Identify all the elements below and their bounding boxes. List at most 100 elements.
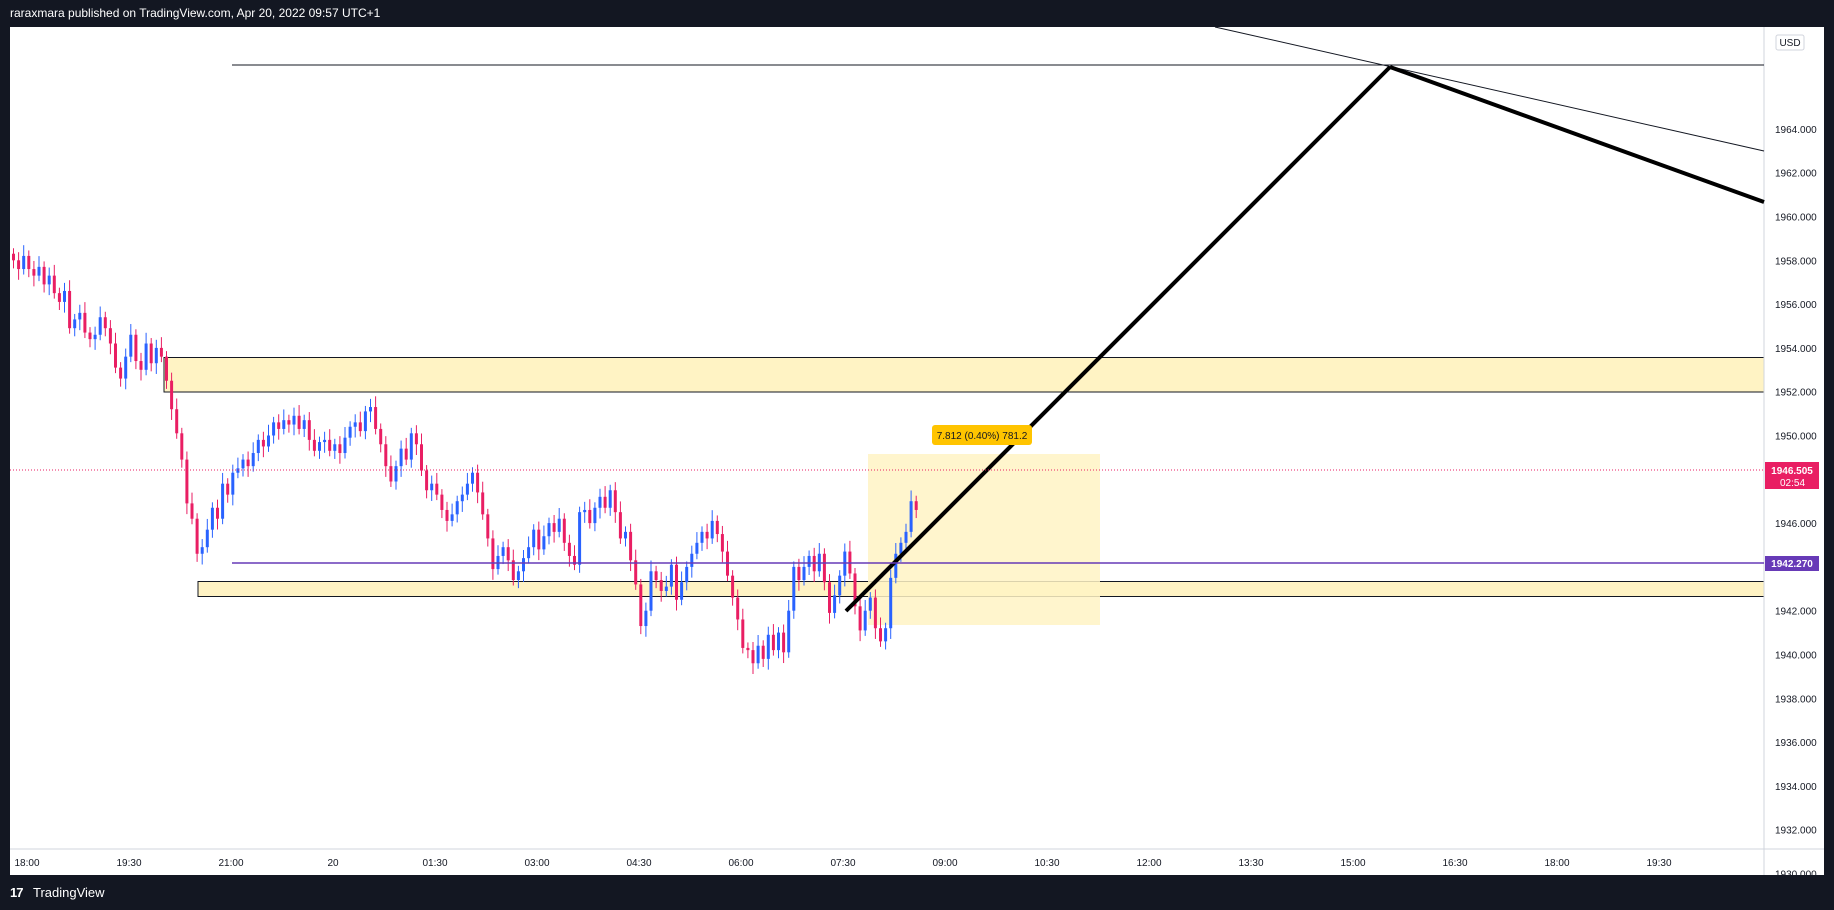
candle-body [761, 645, 765, 659]
candle [700, 526, 704, 551]
candle [297, 405, 301, 435]
candle-body [267, 435, 270, 447]
candle [348, 421, 352, 446]
candle [175, 398, 179, 439]
candle [200, 539, 204, 565]
x-tick-label: 19:30 [1646, 858, 1671, 869]
candle-body [787, 610, 791, 653]
candle-body [353, 422, 357, 427]
candle-body [873, 597, 877, 629]
candle-body [32, 269, 36, 276]
candle-body [343, 437, 347, 454]
candle [471, 467, 474, 492]
candle-body [384, 444, 388, 467]
candle [272, 416, 276, 444]
candle [450, 503, 454, 527]
candle [93, 326, 97, 350]
candle-body [522, 558, 525, 572]
candle-body [394, 466, 398, 482]
candle-body [868, 597, 872, 611]
candle [343, 426, 347, 459]
candle [389, 455, 393, 487]
candle [710, 510, 714, 544]
y-tick-label: 1936.000 [1775, 738, 1817, 749]
candle-body [333, 444, 337, 451]
candle [216, 499, 219, 530]
candle [726, 540, 729, 582]
candle [848, 540, 852, 579]
candle [909, 490, 913, 538]
candle [210, 502, 214, 538]
candle-body [838, 575, 842, 596]
candle-body [654, 571, 658, 581]
candle-body [68, 290, 72, 329]
range-measure-text: 7.812 (0.40%) 781.2 [937, 431, 1028, 442]
candle [797, 558, 801, 591]
candle [567, 534, 571, 567]
chart-pane[interactable] [10, 27, 1824, 875]
usd-badge[interactable]: USD [1775, 34, 1805, 51]
candle [516, 565, 520, 589]
candle-body [52, 275, 56, 294]
candle [312, 429, 316, 457]
candle-body [144, 343, 148, 370]
candle-body [98, 317, 102, 335]
candle [562, 513, 566, 551]
candle [669, 559, 673, 595]
candle [246, 451, 250, 477]
candle-body [899, 542, 903, 554]
brand-name: TradingView [33, 885, 105, 900]
countdown-value: 02:54 [1780, 478, 1805, 489]
candle [787, 599, 791, 658]
time-axis[interactable]: 18:00 19:30 21:00 20 01:30 03:00 04:30 06:00 07:… [14, 858, 1671, 869]
candle [777, 627, 780, 659]
candle [139, 352, 143, 381]
candle [420, 433, 423, 477]
candle [190, 492, 194, 525]
candle-body [527, 547, 531, 559]
candle-body [542, 536, 546, 550]
candle [205, 518, 209, 553]
candle-body [669, 564, 673, 587]
candle-body [307, 420, 311, 440]
candle [812, 547, 816, 583]
candle [680, 571, 684, 606]
candle-body [369, 407, 372, 412]
candle [353, 414, 357, 438]
candle [27, 250, 31, 278]
candle [766, 626, 770, 670]
candle [644, 602, 648, 637]
candle-body [715, 520, 719, 535]
x-tick-label: 06:00 [728, 858, 753, 869]
candle-body [741, 619, 745, 648]
candle-body [287, 420, 291, 425]
candle [267, 424, 270, 452]
candle-body [552, 523, 556, 532]
candle-body [114, 343, 117, 368]
candle [542, 525, 546, 555]
candle-body [103, 317, 107, 329]
candle [868, 592, 872, 619]
candle [828, 574, 831, 624]
candle-body [292, 415, 296, 425]
candle [88, 327, 92, 348]
candle-body [516, 571, 520, 581]
price-axis[interactable]: 1930.0001932.0001934.0001936.0001938.000… [1775, 125, 1817, 881]
candle [746, 642, 750, 659]
candle [588, 499, 592, 529]
candle-body [129, 334, 133, 357]
footer-bar: 17 TradingView [0, 875, 1834, 910]
candle-body [231, 472, 235, 495]
candle [629, 523, 633, 572]
candle [435, 472, 439, 501]
candle [685, 561, 689, 591]
currency-label: USD [1779, 38, 1800, 49]
candle [292, 407, 296, 436]
candle-body [200, 547, 204, 554]
candle [705, 523, 709, 550]
level-value: 1942.270 [1771, 559, 1813, 570]
candle-body [608, 490, 612, 508]
candle-body [154, 347, 158, 364]
candle [236, 457, 240, 479]
